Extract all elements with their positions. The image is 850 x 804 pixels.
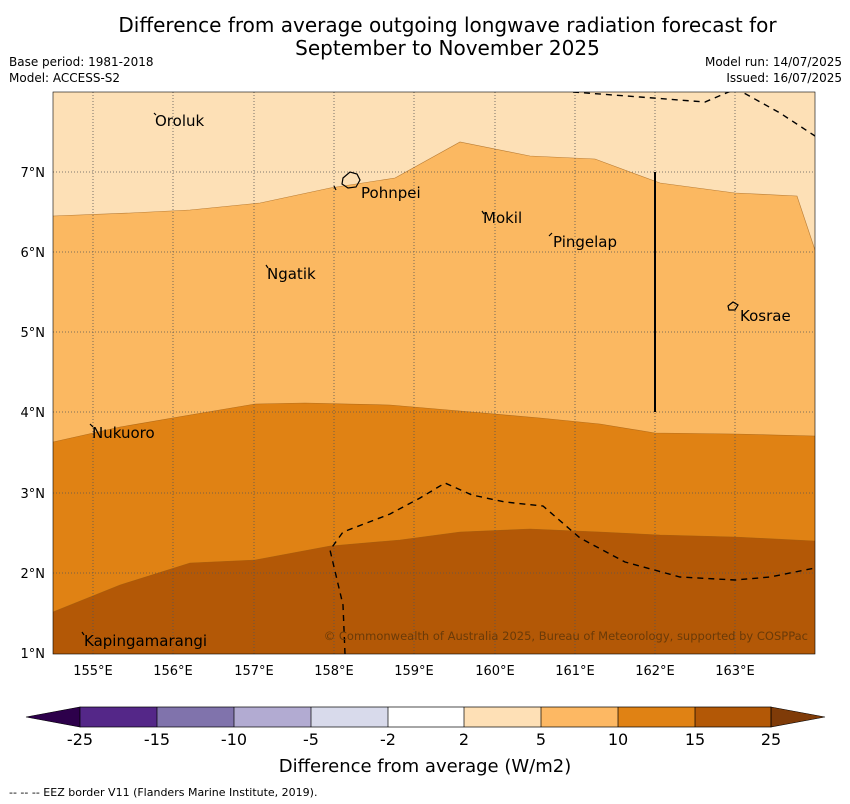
colorbar-segment bbox=[311, 707, 388, 727]
colorbar-tick-label: -5 bbox=[303, 730, 319, 749]
chart-title: Difference from average outgoing longwav… bbox=[40, 14, 850, 60]
colorbar-segment bbox=[157, 707, 234, 727]
lat-tick-label: 6°N bbox=[21, 246, 46, 261]
colorbar-extend-min bbox=[25, 706, 81, 728]
lat-tick-label: 5°N bbox=[21, 326, 46, 341]
lat-tick-label: 1°N bbox=[21, 647, 46, 662]
lat-tick-label: 2°N bbox=[21, 567, 46, 582]
eez-borders bbox=[329, 92, 815, 654]
meta-right: Model run: 14/07/2025 Issued: 16/07/2025 bbox=[705, 54, 842, 86]
lon-tick-label: 163°E bbox=[715, 664, 755, 679]
label-pingelap: Pingelap bbox=[553, 233, 617, 251]
label-kosrae: Kosrae bbox=[740, 307, 791, 325]
mokil-island bbox=[481, 210, 485, 215]
label-oroluk: Oroluk bbox=[155, 112, 204, 130]
colorbar-tick-label: 10 bbox=[608, 730, 628, 749]
title-line-2: September to November 2025 bbox=[295, 36, 600, 60]
lon-tick-label: 162°E bbox=[635, 664, 675, 679]
lat-tick-label: 7°N bbox=[21, 166, 46, 181]
colorbar: -25 -15 -10 -5 -2 2 5 10 15 25 Differenc… bbox=[25, 706, 826, 777]
colorbar-ticks: -25 -15 -10 -5 -2 2 5 10 15 25 bbox=[67, 730, 781, 749]
lat-axis-labels: 7°N 6°N 5°N 4°N 3°N 2°N 1°N bbox=[21, 166, 46, 662]
colorbar-tick-label: 15 bbox=[685, 730, 705, 749]
island-outlines bbox=[81, 112, 739, 636]
issued-date: Issued: 16/07/2025 bbox=[726, 71, 842, 85]
lon-tick-label: 157°E bbox=[234, 664, 274, 679]
colorbar-tick-label: 5 bbox=[536, 730, 546, 749]
colorbar-segment bbox=[234, 707, 311, 727]
kapingamarangi-island bbox=[81, 631, 85, 636]
label-kapingamarangi: Kapingamarangi bbox=[84, 632, 207, 650]
colorbar-segment bbox=[80, 707, 157, 727]
base-period: Base period: 1981-2018 bbox=[9, 55, 154, 69]
colorbar-tick-label: -15 bbox=[144, 730, 170, 749]
model-run: Model run: 14/07/2025 bbox=[704, 55, 842, 69]
pingelap-island bbox=[548, 232, 553, 237]
eez-legend-note: -- -- -- EEZ border V11 (Flanders Marine… bbox=[9, 786, 318, 799]
contour-lines bbox=[53, 141, 815, 613]
colorbar-label: Difference from average (W/m2) bbox=[279, 756, 571, 777]
colorbar-tick-label: -2 bbox=[380, 730, 396, 749]
lat-tick-label: 3°N bbox=[21, 487, 46, 502]
lon-tick-label: 159°E bbox=[394, 664, 434, 679]
label-ngatik: Ngatik bbox=[267, 265, 316, 283]
colorbar-extend-max bbox=[770, 706, 826, 728]
colorbar-segment bbox=[541, 707, 618, 727]
copyright-credit: © Commonwealth of Australia 2025, Bureau… bbox=[324, 629, 808, 643]
colorbar-tick-label: -25 bbox=[67, 730, 93, 749]
colorbar-segment bbox=[618, 707, 695, 727]
lon-tick-label: 161°E bbox=[555, 664, 595, 679]
fill-band-15-25 bbox=[53, 529, 815, 654]
kosrae-island bbox=[727, 301, 739, 311]
model-name: Model: ACCESS-S2 bbox=[9, 71, 121, 85]
title-line-1: Difference from average outgoing longwav… bbox=[118, 13, 777, 37]
lon-tick-label: 155°E bbox=[73, 664, 113, 679]
pohnpei-island bbox=[341, 171, 361, 189]
lat-tick-label: 4°N bbox=[21, 406, 46, 421]
oroluk-island bbox=[153, 112, 157, 116]
colorbar-segment bbox=[388, 707, 464, 727]
ant-atoll bbox=[333, 185, 337, 191]
lon-tick-label: 160°E bbox=[475, 664, 515, 679]
colorbar-segment bbox=[695, 707, 771, 727]
colorbar-tick-label: -10 bbox=[221, 730, 247, 749]
lon-axis-labels: 155°E 156°E 157°E 158°E 159°E 160°E 161°… bbox=[73, 664, 755, 679]
contour-fills: Oroluk Pohnpei Mokil Pingelap Ngatik Kos… bbox=[53, 92, 815, 654]
graticule bbox=[53, 92, 815, 654]
colorbar-tick-label: 2 bbox=[459, 730, 469, 749]
label-mokil: Mokil bbox=[483, 209, 522, 227]
label-nukuoro: Nukuoro bbox=[92, 424, 155, 442]
colorbar-tick-label: 25 bbox=[761, 730, 781, 749]
lon-tick-label: 156°E bbox=[153, 664, 193, 679]
nukuoro-island bbox=[89, 423, 94, 428]
map-frame bbox=[52, 91, 816, 655]
label-pohnpei: Pohnpei bbox=[361, 184, 421, 202]
lon-tick-label: 158°E bbox=[314, 664, 354, 679]
place-labels: Oroluk Pohnpei Mokil Pingelap Ngatik Kos… bbox=[84, 112, 791, 650]
meta-left: Base period: 1981-2018 Model: ACCESS-S2 bbox=[9, 54, 154, 86]
colorbar-segment bbox=[464, 707, 541, 727]
ngatik-island bbox=[265, 264, 269, 269]
